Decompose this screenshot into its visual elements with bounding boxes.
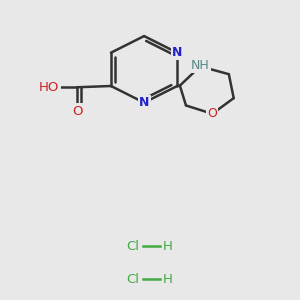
- Text: NH: NH: [191, 58, 210, 72]
- Text: Cl: Cl: [126, 273, 139, 286]
- Text: H: H: [163, 239, 172, 253]
- Text: O: O: [72, 105, 83, 118]
- Text: H: H: [163, 273, 172, 286]
- Text: N: N: [139, 96, 149, 109]
- Text: HO: HO: [39, 81, 59, 94]
- Text: Cl: Cl: [126, 239, 139, 253]
- Text: O: O: [207, 107, 217, 120]
- Text: N: N: [172, 46, 182, 59]
